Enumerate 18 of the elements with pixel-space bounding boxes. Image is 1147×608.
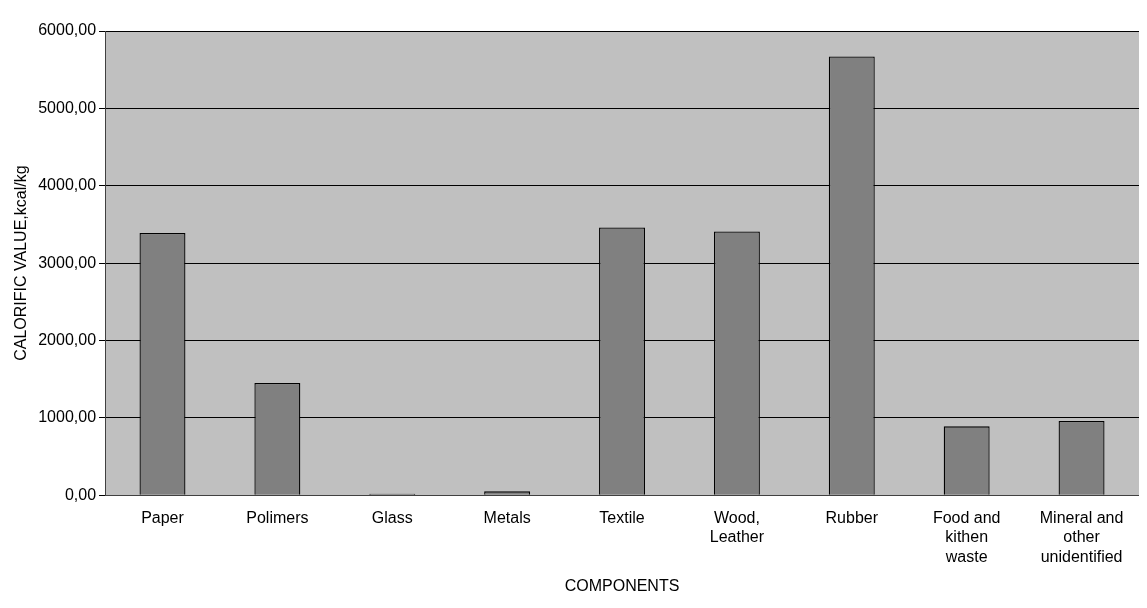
x-tick-label: Metals <box>483 509 531 527</box>
y-tick-label: 5000,00 <box>38 98 97 116</box>
x-tick-label: Textile <box>599 509 645 527</box>
y-tick-label: 3000,00 <box>38 253 97 271</box>
y-tick-label: 2000,00 <box>38 330 97 348</box>
y-axis-title: CALORIFIC VALUE,kcal/kg <box>12 165 30 361</box>
x-tick-label: Polimers <box>246 509 309 527</box>
x-tick-label: Glass <box>371 509 413 527</box>
x-tick-label: Rubber <box>825 509 879 527</box>
x-axis-title: COMPONENTS <box>564 576 680 594</box>
y-tick-label: 1000,00 <box>38 408 97 426</box>
x-tick-label: Paper <box>141 509 185 527</box>
x-tick-label: Wood, Leather <box>709 509 765 546</box>
x-tick-label: Food and kithen waste <box>932 509 1001 565</box>
y-tick-label: 6000,00 <box>38 21 97 39</box>
y-tick-label: 4000,00 <box>38 176 97 194</box>
x-tick-label: Mineral and other unidentified <box>1039 509 1124 565</box>
y-tick-label: 0,00 <box>64 485 97 503</box>
